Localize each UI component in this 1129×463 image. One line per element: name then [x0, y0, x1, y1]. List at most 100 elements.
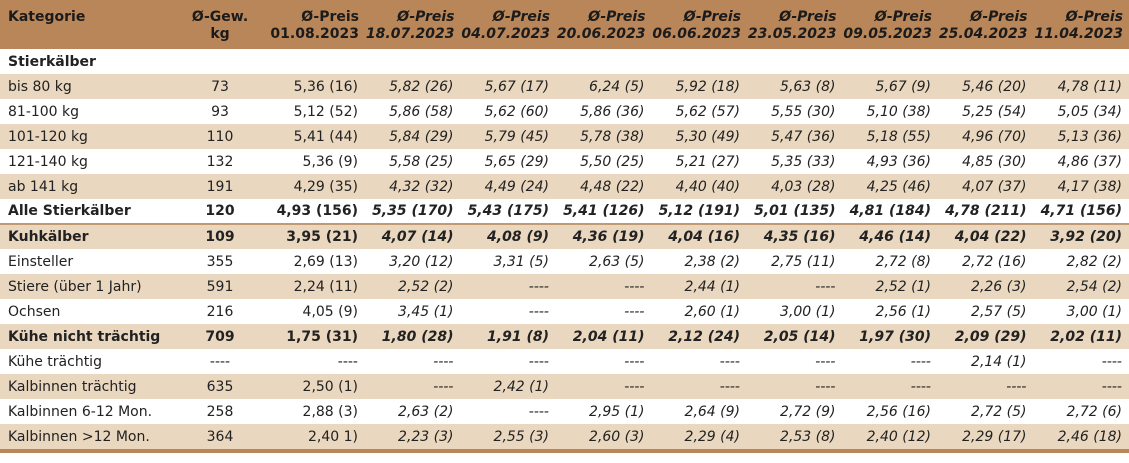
price-cell: ----: [624, 303, 645, 320]
header-preis-label: Ø-Preis: [970, 9, 1028, 25]
price-cell: 5,62 (60): [484, 103, 549, 120]
row-label: Alle Stierkälber: [0, 199, 176, 225]
row-label: 121-140 kg: [8, 153, 88, 170]
price-cell: 2,57 (5): [971, 303, 1027, 320]
price-cell: [843, 49, 939, 74]
row-label: Kuhkälber: [8, 229, 89, 245]
price-cell: 3,00 (1): [780, 303, 836, 320]
header-preis-label: Ø-Preis: [683, 9, 741, 25]
price-cell: 5,58 (25): [389, 153, 454, 170]
price-cell: 5,47 (36): [771, 128, 836, 145]
price-cell: 2,63 (2): [398, 403, 454, 420]
row-weight: ----: [209, 353, 231, 370]
price-cell: 4,96 (70): [962, 128, 1027, 145]
price-cell: 2,46 (18): [1057, 428, 1122, 445]
price-cell: 4,32 (32): [389, 178, 454, 195]
price-cell: [556, 49, 652, 74]
price-cell: 2,29 (4): [684, 428, 740, 445]
header-date: Ø-Preis 01.08.2023: [264, 0, 365, 49]
price-cell: [1034, 49, 1129, 74]
price-cell: 5,41 (126): [556, 199, 652, 225]
header-gewicht-unit: kg: [210, 26, 230, 42]
price-cell: 5,79 (45): [484, 128, 549, 145]
price-cell: 2,72 (5): [971, 403, 1027, 420]
price-cell: 4,78 (11): [1057, 78, 1122, 95]
table-row: Kuhkälber 109 3,95 (21) 4,07 (14) 4,08 (9) 4,…: [0, 224, 1129, 249]
row-label: Kalbinnen >12 Mon.: [8, 428, 150, 445]
price-cell: ----: [337, 353, 358, 370]
price-cell: 2,56 (16): [866, 403, 931, 420]
price-cell: 2,54 (2): [1066, 278, 1122, 295]
price-cell: 4,46 (14): [859, 229, 931, 245]
price-cell: 2,82 (2): [1066, 253, 1122, 270]
table-row: 81-100 kg 93 5,12 (52) 5,86 (58) 5,62 (60) 5,…: [0, 99, 1129, 124]
price-cell: 4,48 (22): [580, 178, 645, 195]
price-cell: 2,02 (11): [1050, 328, 1122, 345]
header-preis-label: Ø-Preis: [301, 9, 359, 25]
price-cell: 1,91 (8): [487, 328, 549, 345]
price-cell: 2,40 (12): [866, 428, 931, 445]
price-cell: 4,04 (22): [954, 229, 1027, 245]
price-cell: ----: [1101, 353, 1122, 370]
price-cell: 5,50 (25): [580, 153, 645, 170]
price-cell: ----: [528, 403, 549, 420]
price-cell: 3,20 (12): [389, 253, 454, 270]
row-weight: 709: [205, 328, 235, 345]
header-date: Ø-Preis 11.04.2023: [1034, 0, 1129, 49]
header-date-value: 06.06.2023: [652, 26, 741, 42]
price-cell: 2,69 (13): [293, 253, 358, 270]
price-cell: 4,86 (37): [1057, 153, 1122, 170]
price-cell: 2,72 (8): [875, 253, 931, 270]
price-cell: 1,80 (28): [381, 328, 454, 345]
row-weight: 109: [205, 229, 235, 245]
price-cell: 2,05 (14): [763, 328, 836, 345]
table-row: Kalbinnen 6-12 Mon. 258 2,88 (3) 2,63 (2) --…: [0, 399, 1129, 424]
price-cell: 5,12 (191): [651, 199, 747, 225]
price-cell: 4,35 (16): [763, 229, 836, 245]
price-cell: 4,17 (38): [1057, 178, 1122, 195]
row-weight: 110: [206, 128, 234, 145]
row-label: 81-100 kg: [8, 103, 80, 120]
price-cell: 3,45 (1): [398, 303, 454, 320]
header-preis-label: Ø-Preis: [588, 9, 646, 25]
price-cell: 5,30 (49): [675, 128, 740, 145]
price-cell: [747, 49, 843, 74]
price-cell: 4,04 (16): [668, 229, 740, 245]
price-cell: 5,35 (170): [365, 199, 461, 225]
header-date-value: 20.06.2023: [556, 26, 646, 42]
header-date-value: 11.04.2023: [1034, 26, 1123, 42]
price-cell: 5,84 (29): [389, 128, 454, 145]
price-cell: ----: [815, 278, 836, 295]
price-table: Kategorie Ø-Gew. kg Ø-Preis 01.08.2023 Ø-P…: [0, 0, 1129, 449]
price-cell: 2,23 (3): [398, 428, 454, 445]
price-cell: ----: [433, 378, 454, 395]
price-cell: 5,01 (135): [747, 199, 843, 225]
price-cell: 2,52 (2): [398, 278, 454, 295]
price-cell: 2,09 (29): [954, 328, 1027, 345]
price-cell: 5,35 (33): [771, 153, 836, 170]
header-preis-label: Ø-Preis: [492, 9, 550, 25]
price-cell: 2,50 (1): [302, 378, 358, 395]
price-cell: 5,12 (52): [293, 103, 358, 120]
price-cell: 5,36 (16): [293, 78, 358, 95]
price-cell: 2,44 (1): [684, 278, 740, 295]
price-cell: ----: [910, 378, 931, 395]
price-cell: ----: [719, 378, 740, 395]
table-row: Kühe trächtig ---- ---- ---- ---- ---- ---- ---…: [0, 349, 1129, 374]
price-cell: ----: [624, 278, 645, 295]
price-cell: 2,42 (1): [493, 378, 549, 395]
price-cell: 4,03 (28): [771, 178, 836, 195]
price-cell: 2,56 (1): [875, 303, 931, 320]
price-cell: 5,65 (29): [484, 153, 549, 170]
price-cell: 2,72 (6): [1066, 403, 1122, 420]
price-cell: ----: [815, 353, 836, 370]
price-cell: [938, 49, 1034, 74]
header-date: Ø-Preis 09.05.2023: [843, 0, 939, 49]
row-weight: 258: [206, 403, 234, 420]
price-cell: 2,24 (11): [293, 278, 358, 295]
price-cell: 5,86 (36): [580, 103, 645, 120]
table-row: Einsteller 355 2,69 (13) 3,20 (12) 3,31 (5) 2…: [0, 249, 1129, 274]
price-cell: [264, 49, 365, 74]
price-cell: 5,62 (57): [675, 103, 740, 120]
row-label: 101-120 kg: [8, 128, 88, 145]
